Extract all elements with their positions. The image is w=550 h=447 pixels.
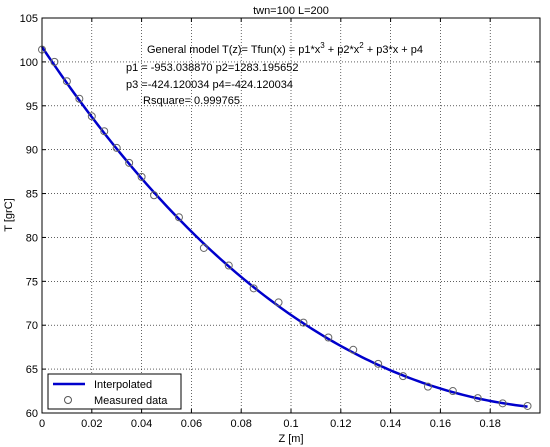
measured-data-point xyxy=(150,191,159,200)
measured-data-point xyxy=(523,401,532,410)
measured-data-point xyxy=(199,243,208,252)
annotation-line-1-part-a: General model T(z)= Tfun(x) = p1*x xyxy=(147,44,321,56)
measured-data-point xyxy=(87,112,96,121)
x-tick-label: 0.06 xyxy=(181,418,202,430)
annotation-line-3: p3 =-424.120034 p4=-424.120034 xyxy=(126,79,293,91)
measured-data-point xyxy=(324,333,333,342)
measured-data-point xyxy=(448,387,457,396)
x-tick-label: 0.02 xyxy=(81,418,102,430)
measured-data-point xyxy=(125,158,134,167)
measured-data-point xyxy=(249,284,258,293)
x-tick-label: 0.08 xyxy=(230,418,251,430)
measured-data-point xyxy=(100,127,109,136)
measured-data-point xyxy=(498,399,507,408)
y-tick-label: 85 xyxy=(26,189,38,201)
legend-marker-swatch xyxy=(64,396,72,404)
annotation-line-1-sup-b: 2 xyxy=(359,41,364,50)
interpolated-curve xyxy=(40,46,528,408)
chart-title: twn=100 L=200 xyxy=(253,5,329,17)
x-axis-title: Z [m] xyxy=(278,433,303,445)
plot-area-frame xyxy=(41,17,541,414)
tick-layer xyxy=(41,17,540,414)
measured-data-point xyxy=(423,382,432,391)
y-axis-title: T [grC] xyxy=(3,198,15,231)
measured-data-point xyxy=(62,77,71,86)
measured-data-point xyxy=(274,298,283,307)
x-tick-label: 0.04 xyxy=(131,418,152,430)
measured-data-point xyxy=(174,213,183,222)
annotation-line-4: Rsquare= 0.999765 xyxy=(143,95,240,107)
model-annotation: General model T(z)= Tfun(x) = p1*x3 + p2… xyxy=(126,41,423,107)
x-tick-label: 0.1 xyxy=(283,418,298,430)
measured-data-point xyxy=(50,57,59,66)
measured-data-point xyxy=(224,261,233,270)
curve-layer xyxy=(40,46,528,408)
measured-data-point xyxy=(473,394,482,403)
tick-label-layer: 0 0.02 0.04 0.06 0.08 0.1 0.12 0.14 0.16 0.18 60 65… xyxy=(20,13,501,430)
measured-data-point xyxy=(75,94,84,103)
y-tick-label: 70 xyxy=(26,320,38,332)
grid-layer xyxy=(42,18,540,413)
y-tick-label: 90 xyxy=(26,145,38,157)
legend-label-interpolated: Interpolated xyxy=(94,379,152,391)
y-tick-label: 100 xyxy=(20,57,38,69)
y-tick-label: 105 xyxy=(20,13,38,25)
x-tick-label: 0.16 xyxy=(430,418,451,430)
legend-label-measured: Measured data xyxy=(94,395,168,407)
legend: Interpolated Measured data xyxy=(47,373,182,410)
annotation-line-1-part-b: + p2*x xyxy=(325,44,360,56)
annotation-line-1-sup-a: 3 xyxy=(320,41,325,50)
y-tick-label: 95 xyxy=(26,101,38,113)
measured-data-point xyxy=(374,359,383,368)
annotation-line-2: p1 = -953.038870 p2=1283.195652 xyxy=(126,62,299,74)
x-tick-label: 0 xyxy=(39,418,45,430)
annotation-line-1-part-c: + p3*x + p4 xyxy=(364,44,423,56)
x-tick-label: 0.12 xyxy=(330,418,351,430)
y-tick-label: 65 xyxy=(26,364,38,376)
y-tick-label: 60 xyxy=(26,408,38,420)
measured-data-point xyxy=(137,172,146,181)
measured-data-point xyxy=(399,372,408,381)
marker-layer xyxy=(38,45,532,410)
y-tick-label: 75 xyxy=(26,276,38,288)
measured-data-point xyxy=(112,143,121,152)
measured-data-point xyxy=(299,318,308,327)
x-tick-label: 0.14 xyxy=(380,418,401,430)
x-tick-label: 0.18 xyxy=(479,418,500,430)
measured-data-point xyxy=(349,345,358,354)
annotation-line-1: General model T(z)= Tfun(x) = p1*x3 + p2… xyxy=(147,41,423,56)
y-tick-label: 80 xyxy=(26,232,38,244)
